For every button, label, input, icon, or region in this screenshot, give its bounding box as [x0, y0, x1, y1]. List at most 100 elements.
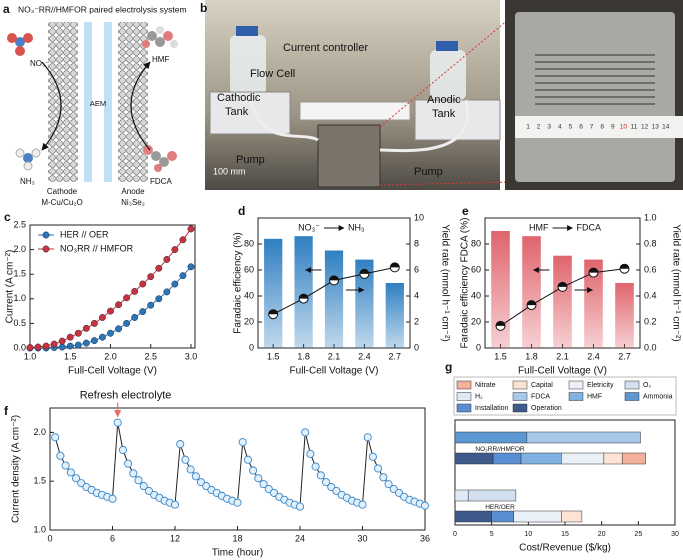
- ruler-numbers: 1 2 3 4 5 6 7 8 9 10 11 12 13 14: [526, 124, 670, 131]
- data-point: [66, 333, 74, 341]
- ruler-number: 3: [547, 124, 551, 131]
- bar: [584, 259, 603, 348]
- data-point: [186, 465, 195, 474]
- legend-label: HER // OER: [60, 229, 109, 239]
- legend-swatch: [512, 403, 528, 413]
- y-tick-label: 1.0: [33, 524, 46, 534]
- bar-segment: [621, 452, 646, 465]
- legend-label: Installation: [475, 405, 509, 412]
- legend-swatch: [456, 380, 472, 390]
- data-point-half: [589, 268, 598, 273]
- data-point: [155, 264, 163, 272]
- molecule: [7, 33, 33, 56]
- legend-label: Ammonia: [643, 393, 673, 400]
- axes-frame: [49, 407, 426, 531]
- y-tick-label: 0: [249, 342, 254, 352]
- panel-label: c: [4, 210, 11, 224]
- data-point: [243, 455, 252, 464]
- x-tick-label: 10: [524, 531, 532, 538]
- legend-swatch: [568, 380, 584, 390]
- data-point: [26, 344, 34, 351]
- data-point-half: [496, 321, 505, 326]
- ruler-number: 9: [611, 124, 615, 131]
- y-tick-label: 60: [244, 264, 254, 274]
- y-tick-label: 80: [244, 238, 254, 248]
- x-tick-label: 24: [295, 533, 305, 543]
- data-point: [124, 459, 133, 468]
- tank: [230, 35, 266, 95]
- y-tick-label: 20: [244, 316, 254, 326]
- x-tick-label: 1.0: [24, 351, 37, 361]
- reactant-label: HMF: [152, 55, 169, 64]
- pump: [414, 99, 501, 141]
- y-tick-label: 0: [476, 342, 481, 352]
- y-axis-label: Current density (A cm⁻²): [11, 415, 22, 523]
- y-tick-label: 40: [244, 290, 254, 300]
- photo-label: Tank: [225, 106, 249, 118]
- bar-segment: [467, 489, 517, 502]
- bar-segment: [454, 510, 492, 523]
- x-tick-label: 1.5: [494, 351, 507, 361]
- data-point: [179, 272, 187, 280]
- electrode-label: Anode: [121, 187, 145, 196]
- legend-label: HMF: [587, 393, 602, 400]
- controller: [299, 101, 411, 121]
- photo-label: Current controller: [283, 42, 368, 54]
- data-point: [374, 464, 383, 473]
- x-tick-label: 1.8: [297, 351, 310, 361]
- axes-frame: [29, 224, 196, 349]
- scale-label: 100 mm: [213, 166, 246, 176]
- x-tick-label: 2.7: [618, 351, 631, 361]
- data-point: [187, 225, 195, 233]
- product-label: FDCA: [150, 177, 172, 186]
- legend-marker: [42, 245, 50, 253]
- data-point: [384, 480, 393, 489]
- reaction-arrow: [130, 61, 151, 151]
- data-point-half: [620, 264, 629, 269]
- photo-label: Anodic: [427, 94, 461, 106]
- y-tick-label: 2.0: [33, 427, 46, 437]
- photo-label: Cathodic: [217, 92, 261, 104]
- x-tick-label: 2.4: [587, 351, 600, 361]
- y-tick-label: 40: [471, 290, 481, 300]
- data-point: [74, 341, 82, 349]
- y-tick-label: 8: [414, 238, 419, 248]
- membrane-label: AEM: [90, 99, 106, 108]
- y-axis-label: Faradaic efficiency (%): [233, 232, 244, 334]
- data-point-half: [558, 282, 567, 287]
- ruler: [515, 116, 683, 138]
- panel-label: g: [445, 360, 452, 374]
- y-tick-label: 2.5: [13, 219, 26, 229]
- y-tick-label: 0.2: [644, 316, 657, 326]
- y-tick-label: 4: [414, 290, 419, 300]
- bar-segment: [513, 510, 562, 523]
- data-point: [170, 500, 180, 509]
- y-tick-label: 0.0: [644, 342, 657, 352]
- data-point: [306, 449, 315, 458]
- bar-segment: [492, 452, 522, 465]
- x-tick-label: 2.7: [389, 351, 402, 361]
- data-point: [98, 333, 106, 341]
- electrode-label: M-Cu/Cu₂O: [41, 198, 82, 207]
- bar: [491, 231, 510, 348]
- y-tick-label: 2: [414, 316, 419, 326]
- bar: [294, 236, 313, 348]
- ruler-number: 5: [569, 124, 573, 131]
- bar-segment: [561, 452, 605, 465]
- tank-cap: [436, 41, 458, 51]
- data-point: [163, 255, 171, 263]
- data-point: [139, 280, 147, 288]
- legend-label: Capital: [531, 382, 553, 389]
- legend-label: Eletricity: [587, 382, 614, 389]
- panel-label: d: [238, 204, 245, 218]
- y-tick-label: 0.5: [13, 318, 26, 328]
- annotation: NO₃⁻: [298, 222, 320, 232]
- legend-label: Operation: [531, 405, 562, 412]
- y-tick-label: 0.8: [644, 238, 657, 248]
- x-tick-label: 20: [598, 531, 606, 538]
- data-point: [90, 337, 98, 345]
- x-tick-label: 1.5: [267, 351, 280, 361]
- photo-label: Pump: [236, 154, 265, 166]
- data-point: [147, 301, 155, 309]
- data-point: [139, 482, 148, 491]
